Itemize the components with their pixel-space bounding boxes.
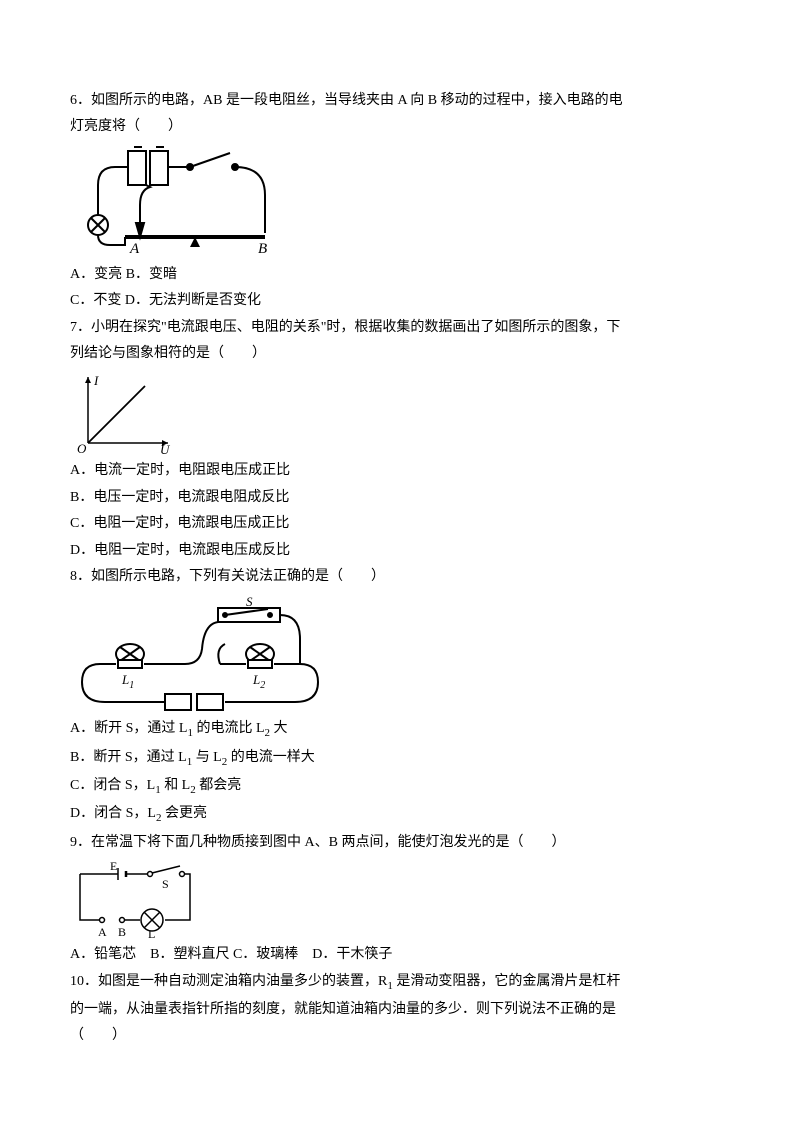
q8-label-s: S — [246, 594, 253, 609]
q8-label-l2-sub: 2 — [260, 680, 265, 691]
q8-opt-b: B．断开 S，通过 L1 与 L2 的电流一样大 — [70, 747, 730, 771]
q8-label-l2: L — [252, 672, 260, 687]
q9-label-b: B — [118, 925, 126, 939]
q7-stem-line1: 7．小明在探究"电流跟电压、电阻的关系"时，根据收集的数据画出了如图所示的图象，… — [70, 317, 730, 339]
q9-label-s: S — [162, 877, 169, 891]
q8-opt-d: D．闭合 S，L2 会更亮 — [70, 803, 730, 827]
q7-stem-line2: 列结论与图象相符的是（ ） — [70, 343, 730, 365]
q7-axis-o: O — [77, 441, 87, 456]
q6-label-b: B — [258, 241, 267, 257]
q6-stem-line2: 灯亮度将（ ） — [70, 116, 730, 138]
q7-opt-b: B．电压一定时，电流跟电阻成反比 — [70, 487, 730, 509]
q9-stem: 9．在常温下将下面几种物质接到图中 A、B 两点间，能使灯泡发光的是（ ） — [70, 832, 730, 854]
q9-label-l: L — [148, 927, 155, 940]
q8-figure: S L1 L2 — [70, 594, 730, 714]
q7-opt-d: D．电阻一定时，电流跟电压成反比 — [70, 540, 730, 562]
q9-label-e: E — [110, 860, 117, 873]
q7-opt-c: C．电阻一定时，电流跟电压成正比 — [70, 513, 730, 535]
q8-opt-c: C．闭合 S，L1 和 L2 都会亮 — [70, 775, 730, 799]
q10-stem-line3: （ ） — [70, 1025, 730, 1047]
q6-figure: A B — [70, 145, 730, 260]
q8-label-l1: L — [121, 672, 129, 687]
q7-axis-y: I — [93, 373, 99, 388]
q9-label-a: A — [98, 925, 107, 939]
q7-figure: I O U — [70, 371, 730, 456]
q6-opt-cd: C．不变 D．无法判断是否变化 — [70, 290, 730, 312]
q8-stem: 8．如图所示电路，下列有关说法正确的是（ ） — [70, 566, 730, 588]
q8-opt-a: A．断开 S，通过 L1 的电流比 L2 大 — [70, 718, 730, 742]
q7-axis-x: U — [160, 442, 171, 456]
q8-label-l1-sub: 1 — [129, 680, 134, 691]
q9-figure: E S A B L — [70, 860, 730, 940]
q9-opts: A．铅笔芯 B．塑料直尺 C．玻璃棒 D．干木筷子 — [70, 944, 730, 966]
q6-stem-line1: 6．如图所示的电路，AB 是一段电阻丝，当导线夹由 A 向 B 移动的过程中，接… — [70, 90, 730, 112]
q7-opt-a: A．电流一定时，电阻跟电压成正比 — [70, 460, 730, 482]
q6-opt-ab: A．变亮 B．变暗 — [70, 264, 730, 286]
q10-stem-line2: 的一端，从油量表指针所指的刻度，就能知道油箱内油量的多少．则下列说法不正确的是 — [70, 999, 730, 1021]
q10-stem-line1: 10．如图是一种自动测定油箱内油量多少的装置，R1 是滑动变阻器，它的金属滑片是… — [70, 971, 730, 995]
q6-label-a: A — [129, 241, 140, 257]
